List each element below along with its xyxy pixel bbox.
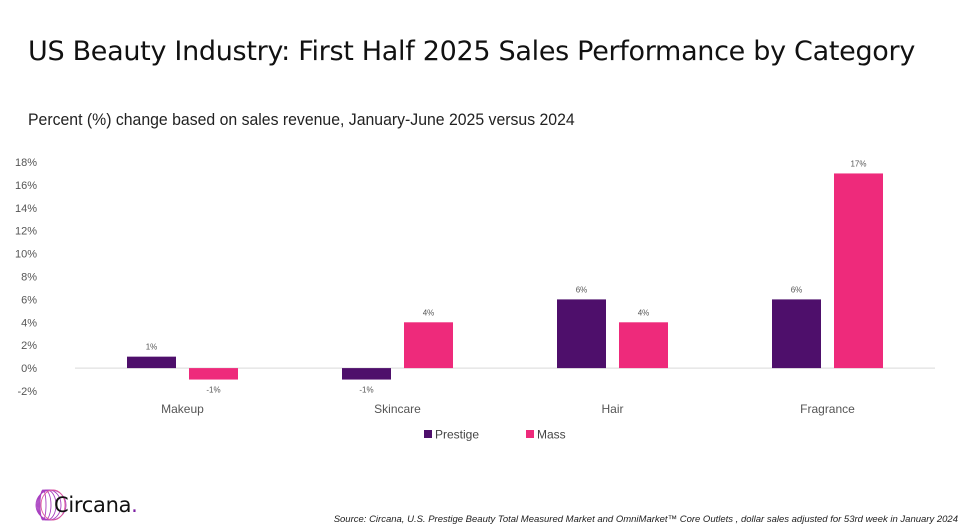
legend-label-mass: Mass <box>537 428 566 442</box>
y-axis-ticks: -2% 0% 2% 4% 6% 8% 10% 12% 14% 16% 18% <box>15 157 37 398</box>
x-category-label: Hair <box>601 402 623 416</box>
chart-title: US Beauty Industry: First Half 2025 Sale… <box>28 36 915 67</box>
circana-wordmark: Circana. <box>54 493 138 517</box>
data-label: -1% <box>206 386 220 395</box>
x-category-label: Makeup <box>161 402 204 416</box>
circana-logo: Circana. <box>34 488 138 522</box>
source-note: Source: Circana, U.S. Prestige Beauty To… <box>333 514 958 525</box>
y-tick-label: 2% <box>21 340 37 352</box>
data-label: 4% <box>423 308 435 317</box>
bar-chart: -2% 0% 2% 4% 6% 8% 10% 12% 14% 16% 18% 1% -1% -1% 4% 6… <box>15 157 935 442</box>
y-tick-label: 8% <box>21 272 37 284</box>
x-axis-categories: Makeup Skincare Hair Fragrance <box>161 402 855 416</box>
legend-label-prestige: Prestige <box>435 428 479 442</box>
legend: Prestige Mass <box>424 428 566 442</box>
legend-swatch-prestige <box>424 430 432 438</box>
data-labels: 1% -1% -1% 4% 6% 4% 6% 17% <box>146 159 867 394</box>
x-category-label: Skincare <box>374 402 421 416</box>
y-tick-label: 4% <box>21 317 37 329</box>
bar-mass-makeup <box>189 368 238 380</box>
y-tick-label: 18% <box>15 157 37 169</box>
data-label: -1% <box>359 386 373 395</box>
data-label: 6% <box>791 285 803 294</box>
chart-subtitle: Percent (%) change based on sales revenu… <box>28 110 575 129</box>
bar-mass-hair <box>619 322 668 369</box>
bars <box>127 173 883 380</box>
y-tick-label: 10% <box>15 249 37 261</box>
bar-prestige-fragrance <box>772 299 821 369</box>
bar-mass-fragrance <box>834 173 883 369</box>
legend-swatch-mass <box>526 430 534 438</box>
y-tick-label: -2% <box>17 386 37 398</box>
bar-prestige-skincare <box>342 368 391 380</box>
y-tick-label: 16% <box>15 180 37 192</box>
bar-prestige-hair <box>557 299 606 369</box>
bar-prestige-makeup <box>127 356 176 369</box>
data-label: 17% <box>850 159 866 168</box>
y-tick-label: 12% <box>15 226 37 238</box>
data-label: 1% <box>146 343 158 352</box>
y-tick-label: 14% <box>15 203 37 215</box>
y-tick-label: 0% <box>21 363 37 375</box>
bar-mass-skincare <box>404 322 453 369</box>
x-category-label: Fragrance <box>800 402 855 416</box>
circana-logo-icon <box>35 489 67 521</box>
y-tick-label: 6% <box>21 294 37 306</box>
data-label: 4% <box>638 308 650 317</box>
data-label: 6% <box>576 285 588 294</box>
